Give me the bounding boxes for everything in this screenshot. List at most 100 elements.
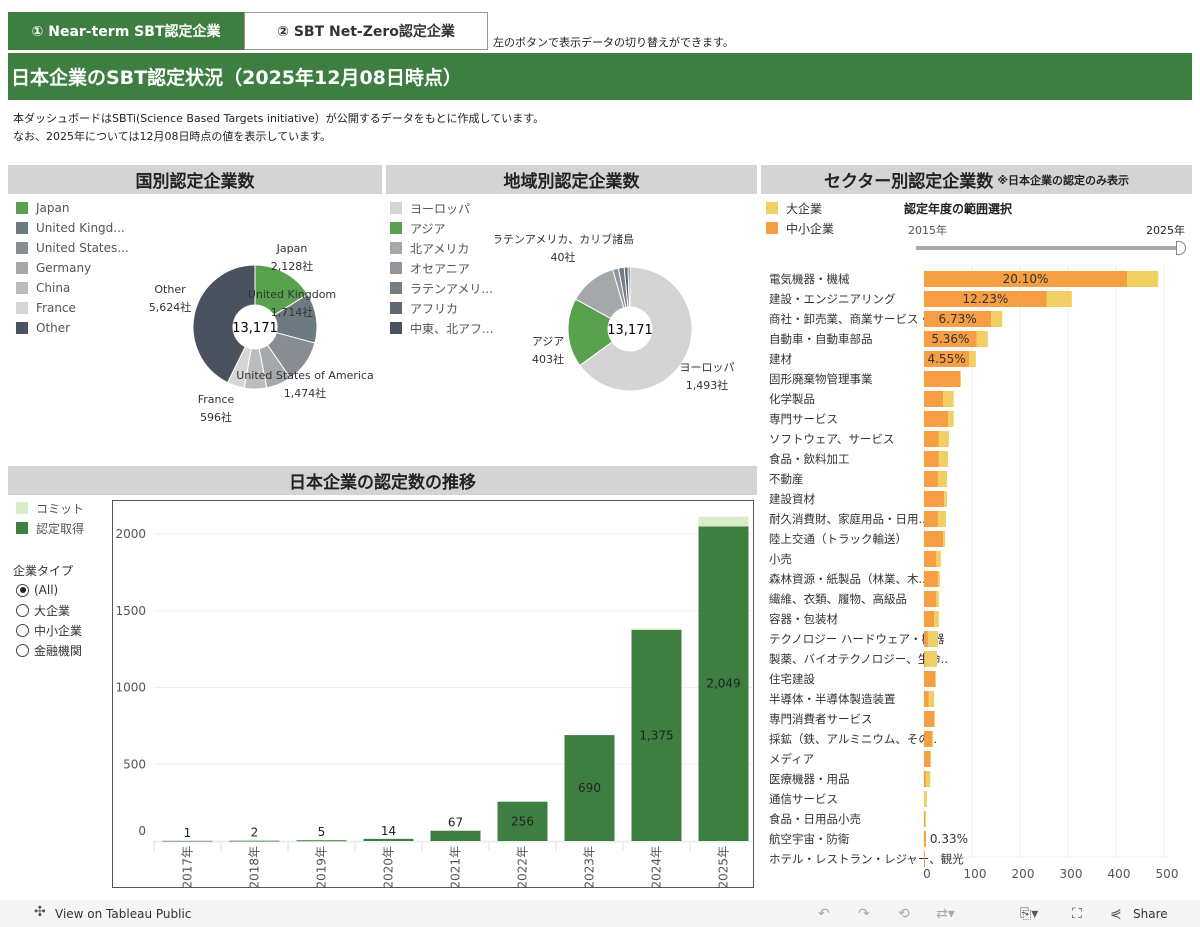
year-range-slider[interactable] <box>916 246 1180 250</box>
bar-large-通信サービス[interactable] <box>924 791 927 807</box>
legend-item[interactable]: 北アメリカ <box>390 238 469 258</box>
bar-large-化学製品[interactable] <box>943 391 954 407</box>
bar-large-医療機器・用品[interactable] <box>925 771 931 787</box>
bar-large-建材[interactable] <box>969 351 976 367</box>
bar-sme-不動産[interactable] <box>924 471 938 487</box>
bar-large-建設・エンジニアリング[interactable] <box>1046 291 1072 307</box>
bar-large-容器・包装材[interactable] <box>934 611 939 627</box>
bar-sme-繊維、衣類、履物、高級品[interactable] <box>924 591 936 607</box>
tab-near-term[interactable]: ① Near-term SBT認定企業 <box>8 12 244 50</box>
bar-sme-ホテル・レストラン・レジャー、観光[interactable] <box>924 851 925 867</box>
bar-sme-建材[interactable] <box>924 351 970 367</box>
bar-sme-建設・エンジニアリング[interactable] <box>924 291 1047 307</box>
bar-large-テクノロジー ハードウェア・機器[interactable] <box>927 631 938 647</box>
bar-sme-専門消費者サービス[interactable] <box>924 711 935 727</box>
bar-sme-固形廃棄物管理事業[interactable] <box>924 371 960 387</box>
radio-button-icon[interactable] <box>16 583 29 597</box>
bar-large-製薬、バイオテクノロジー、生命..[interactable] <box>924 651 937 667</box>
bar-certified-2022年[interactable] <box>497 801 548 841</box>
donut-slice-ヨーロッパ[interactable] <box>579 266 693 392</box>
bar-sme-小売[interactable] <box>924 551 936 567</box>
bar-large-陸上交通（トラック輸送）[interactable] <box>943 531 946 547</box>
legend-item[interactable]: アフリカ <box>390 298 458 318</box>
view-on-tableau-link[interactable]: View on Tableau Public <box>55 907 192 921</box>
legend-item[interactable]: Japan <box>16 198 69 218</box>
legend-item[interactable]: ヨーロッパ <box>390 198 470 218</box>
bar-sme-採鉱（鉄、アルミニウム、その..[interactable] <box>924 731 933 747</box>
share-button[interactable]: Share <box>1133 907 1168 921</box>
bar-certified-2019年[interactable] <box>296 840 347 842</box>
bar-sme-容器・包装材[interactable] <box>924 611 935 627</box>
bar-large-専門消費者サービス[interactable] <box>934 711 936 727</box>
bar-sme-化学製品[interactable] <box>924 391 944 407</box>
donut-slice-Other[interactable] <box>192 264 256 384</box>
bar-sme-建設資材[interactable] <box>924 491 945 507</box>
legend-item[interactable]: オセアニア <box>390 258 470 278</box>
slider-handle[interactable] <box>1176 241 1186 255</box>
bar-certified-2023年[interactable] <box>564 735 615 841</box>
bar-large-商社・卸売業、商業サービス・..[interactable] <box>991 311 1003 327</box>
bar-certified-2025年[interactable] <box>698 526 749 841</box>
bar-sme-耐久消費財、家庭用品・日用..[interactable] <box>924 511 938 527</box>
bar-certified-2021年[interactable] <box>430 830 481 841</box>
bar-sme-航空宇宙・防衛[interactable] <box>924 831 926 847</box>
bar-sme-半導体・半導体製造装置[interactable] <box>924 691 929 707</box>
bar-large-建設資材[interactable] <box>944 491 948 507</box>
bar-sme-自動車・自動車部品[interactable] <box>924 331 977 347</box>
share-icon[interactable]: ⋞ <box>1110 906 1122 922</box>
bar-large-ソフトウェア、サービス[interactable] <box>938 431 949 447</box>
company-type-radio[interactable]: 金融機関 <box>16 640 82 660</box>
radio-button-icon[interactable] <box>16 603 29 617</box>
bar-certified-2017年[interactable] <box>162 840 213 842</box>
company-type-radio[interactable]: (All) <box>16 580 58 600</box>
tab-net-zero[interactable]: ② SBT Net-Zero認定企業 <box>244 12 488 50</box>
bar-large-森林資源・紙製品（林業、木..[interactable] <box>937 571 940 587</box>
bar-large-住宅建設[interactable] <box>935 671 936 687</box>
bar-sme-食品・日用品小売[interactable] <box>924 811 925 827</box>
bar-sme-テクノロジー ハードウェア・機器[interactable] <box>924 631 928 647</box>
legend-item[interactable]: United States... <box>16 238 129 258</box>
bar-sme-食品・飲料加工[interactable] <box>924 451 939 467</box>
bar-sme-医療機器・用品[interactable] <box>924 771 926 787</box>
legend-item[interactable]: France <box>16 298 76 318</box>
bar-sme-ソフトウェア、サービス[interactable] <box>924 431 939 447</box>
bar-large-電気機器・機械[interactable] <box>1127 271 1159 287</box>
bar-commit-2024年[interactable] <box>631 628 682 630</box>
bar-large-耐久消費財、家庭用品・日用..[interactable] <box>937 511 947 527</box>
bar-sme-陸上交通（トラック輸送）[interactable] <box>924 531 944 547</box>
bar-large-メディア[interactable] <box>930 751 932 767</box>
legend-item[interactable]: ラテンアメリ... <box>390 278 493 298</box>
legend-item[interactable]: United Kingd... <box>16 218 125 238</box>
bar-commit-2025年[interactable] <box>698 516 749 527</box>
bar-large-小売[interactable] <box>936 551 941 567</box>
bar-sme-メディア[interactable] <box>924 751 931 767</box>
legend-item[interactable]: China <box>16 278 70 298</box>
revert-icon[interactable]: ⟲ <box>898 906 910 922</box>
bar-certified-2020年[interactable] <box>363 838 414 841</box>
bar-large-不動産[interactable] <box>937 471 948 487</box>
redo-icon[interactable]: ↷ <box>858 906 870 922</box>
company-type-radio[interactable]: 大企業 <box>16 600 70 620</box>
bar-certified-2024年[interactable] <box>631 629 682 841</box>
refresh-icon[interactable]: ⇄▾ <box>936 906 955 922</box>
radio-button-icon[interactable] <box>16 623 29 637</box>
bar-large-食品・日用品小売[interactable] <box>924 811 926 827</box>
undo-icon[interactable]: ↶ <box>818 906 830 922</box>
bar-sme-製薬、バイオテクノロジー、生命..[interactable] <box>924 651 925 667</box>
bar-large-自動車・自動車部品[interactable] <box>976 331 988 347</box>
bar-large-食品・飲料加工[interactable] <box>938 451 948 467</box>
bar-sme-専門サービス[interactable] <box>924 411 948 427</box>
bar-sme-電気機器・機械[interactable] <box>924 271 1128 287</box>
bar-certified-2018年[interactable] <box>229 840 280 842</box>
download-icon[interactable]: ⎘▾ <box>1020 906 1039 922</box>
legend-item[interactable]: 中東、北アフ... <box>390 318 493 338</box>
bar-sme-住宅建設[interactable] <box>924 671 936 687</box>
legend-item[interactable]: Other <box>16 318 70 338</box>
bar-sme-商社・卸売業、商業サービス・..[interactable] <box>924 311 992 327</box>
bar-large-半導体・半導体製造装置[interactable] <box>928 691 935 707</box>
bar-sme-森林資源・紙製品（林業、木..[interactable] <box>924 571 938 587</box>
fullscreen-icon[interactable]: ⛶ <box>1072 906 1082 922</box>
bar-large-専門サービス[interactable] <box>948 411 954 427</box>
bar-large-固形廃棄物管理事業[interactable] <box>960 371 961 387</box>
bar-large-採鉱（鉄、アルミニウム、その..[interactable] <box>932 731 934 747</box>
